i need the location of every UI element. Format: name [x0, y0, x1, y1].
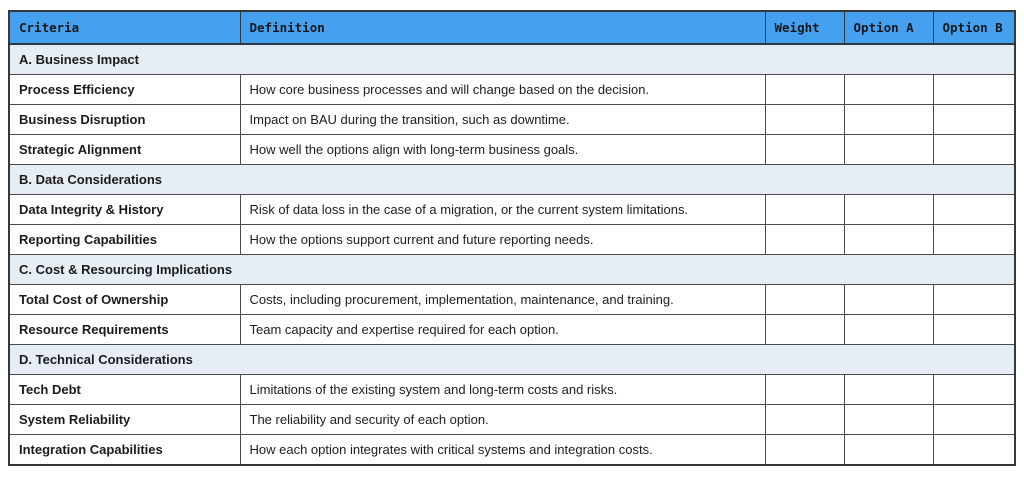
definition-cell: How well the options align with long-ter…	[239, 134, 766, 165]
option-a-cell[interactable]	[843, 74, 934, 105]
option-a-cell[interactable]	[843, 434, 934, 466]
criteria-cell: Integration Capabilities	[8, 434, 241, 466]
definition-cell: How the options support current and futu…	[239, 224, 766, 255]
column-header-weight: Weight	[764, 10, 845, 45]
option-a-cell[interactable]	[843, 194, 934, 225]
section-title: A. Business Impact	[8, 43, 1016, 75]
column-header-option-a: Option A	[843, 10, 934, 45]
definition-cell: Impact on BAU during the transition, suc…	[239, 104, 766, 135]
criteria-cell: Data Integrity & History	[8, 194, 241, 225]
option-a-cell[interactable]	[843, 284, 934, 315]
option-a-cell[interactable]	[843, 404, 934, 435]
column-header-definition: Definition	[239, 10, 766, 45]
weight-cell[interactable]	[764, 404, 845, 435]
section-row-a: A. Business Impact	[8, 43, 1016, 75]
weight-cell[interactable]	[764, 104, 845, 135]
option-b-cell[interactable]	[932, 194, 1016, 225]
table-row: Tech Debt Limitations of the existing sy…	[8, 374, 1016, 405]
decision-matrix-table: Criteria Definition Weight Option A Opti…	[8, 10, 1016, 466]
definition-cell: Risk of data loss in the case of a migra…	[239, 194, 766, 225]
table-row: Resource Requirements Team capacity and …	[8, 314, 1016, 345]
decision-matrix: Criteria Definition Weight Option A Opti…	[8, 10, 1016, 466]
table-row: Process Efficiency How core business pro…	[8, 74, 1016, 105]
option-b-cell[interactable]	[932, 374, 1016, 405]
table-row: Integration Capabilities How each option…	[8, 434, 1016, 466]
weight-cell[interactable]	[764, 434, 845, 466]
table-row: Total Cost of Ownership Costs, including…	[8, 284, 1016, 315]
weight-cell[interactable]	[764, 134, 845, 165]
criteria-cell: Resource Requirements	[8, 314, 241, 345]
section-title: D. Technical Considerations	[8, 344, 1016, 375]
option-b-cell[interactable]	[932, 74, 1016, 105]
option-b-cell[interactable]	[932, 284, 1016, 315]
section-row-b: B. Data Considerations	[8, 164, 1016, 195]
weight-cell[interactable]	[764, 314, 845, 345]
table-row: Business Disruption Impact on BAU during…	[8, 104, 1016, 135]
option-a-cell[interactable]	[843, 224, 934, 255]
criteria-cell: Process Efficiency	[8, 74, 241, 105]
option-a-cell[interactable]	[843, 134, 934, 165]
option-a-cell[interactable]	[843, 374, 934, 405]
weight-cell[interactable]	[764, 74, 845, 105]
criteria-cell: Business Disruption	[8, 104, 241, 135]
section-title: C. Cost & Resourcing Implications	[8, 254, 1016, 285]
section-row-c: C. Cost & Resourcing Implications	[8, 254, 1016, 285]
criteria-cell: Strategic Alignment	[8, 134, 241, 165]
option-b-cell[interactable]	[932, 224, 1016, 255]
table-row: System Reliability The reliability and s…	[8, 404, 1016, 435]
criteria-cell: Total Cost of Ownership	[8, 284, 241, 315]
criteria-cell: System Reliability	[8, 404, 241, 435]
header-row: Criteria Definition Weight Option A Opti…	[8, 10, 1016, 45]
option-b-cell[interactable]	[932, 434, 1016, 466]
weight-cell[interactable]	[764, 284, 845, 315]
option-b-cell[interactable]	[932, 404, 1016, 435]
weight-cell[interactable]	[764, 374, 845, 405]
definition-cell: How each option integrates with critical…	[239, 434, 766, 466]
section-row-d: D. Technical Considerations	[8, 344, 1016, 375]
table-row: Strategic Alignment How well the options…	[8, 134, 1016, 165]
table-row: Reporting Capabilities How the options s…	[8, 224, 1016, 255]
column-header-criteria: Criteria	[8, 10, 241, 45]
definition-cell: Team capacity and expertise required for…	[239, 314, 766, 345]
option-b-cell[interactable]	[932, 104, 1016, 135]
option-a-cell[interactable]	[843, 104, 934, 135]
definition-cell: How core business processes and will cha…	[239, 74, 766, 105]
option-b-cell[interactable]	[932, 134, 1016, 165]
criteria-cell: Tech Debt	[8, 374, 241, 405]
definition-cell: Limitations of the existing system and l…	[239, 374, 766, 405]
option-a-cell[interactable]	[843, 314, 934, 345]
weight-cell[interactable]	[764, 194, 845, 225]
definition-cell: Costs, including procurement, implementa…	[239, 284, 766, 315]
table-row: Data Integrity & History Risk of data lo…	[8, 194, 1016, 225]
definition-cell: The reliability and security of each opt…	[239, 404, 766, 435]
column-header-option-b: Option B	[932, 10, 1016, 45]
criteria-cell: Reporting Capabilities	[8, 224, 241, 255]
option-b-cell[interactable]	[932, 314, 1016, 345]
section-title: B. Data Considerations	[8, 164, 1016, 195]
weight-cell[interactable]	[764, 224, 845, 255]
